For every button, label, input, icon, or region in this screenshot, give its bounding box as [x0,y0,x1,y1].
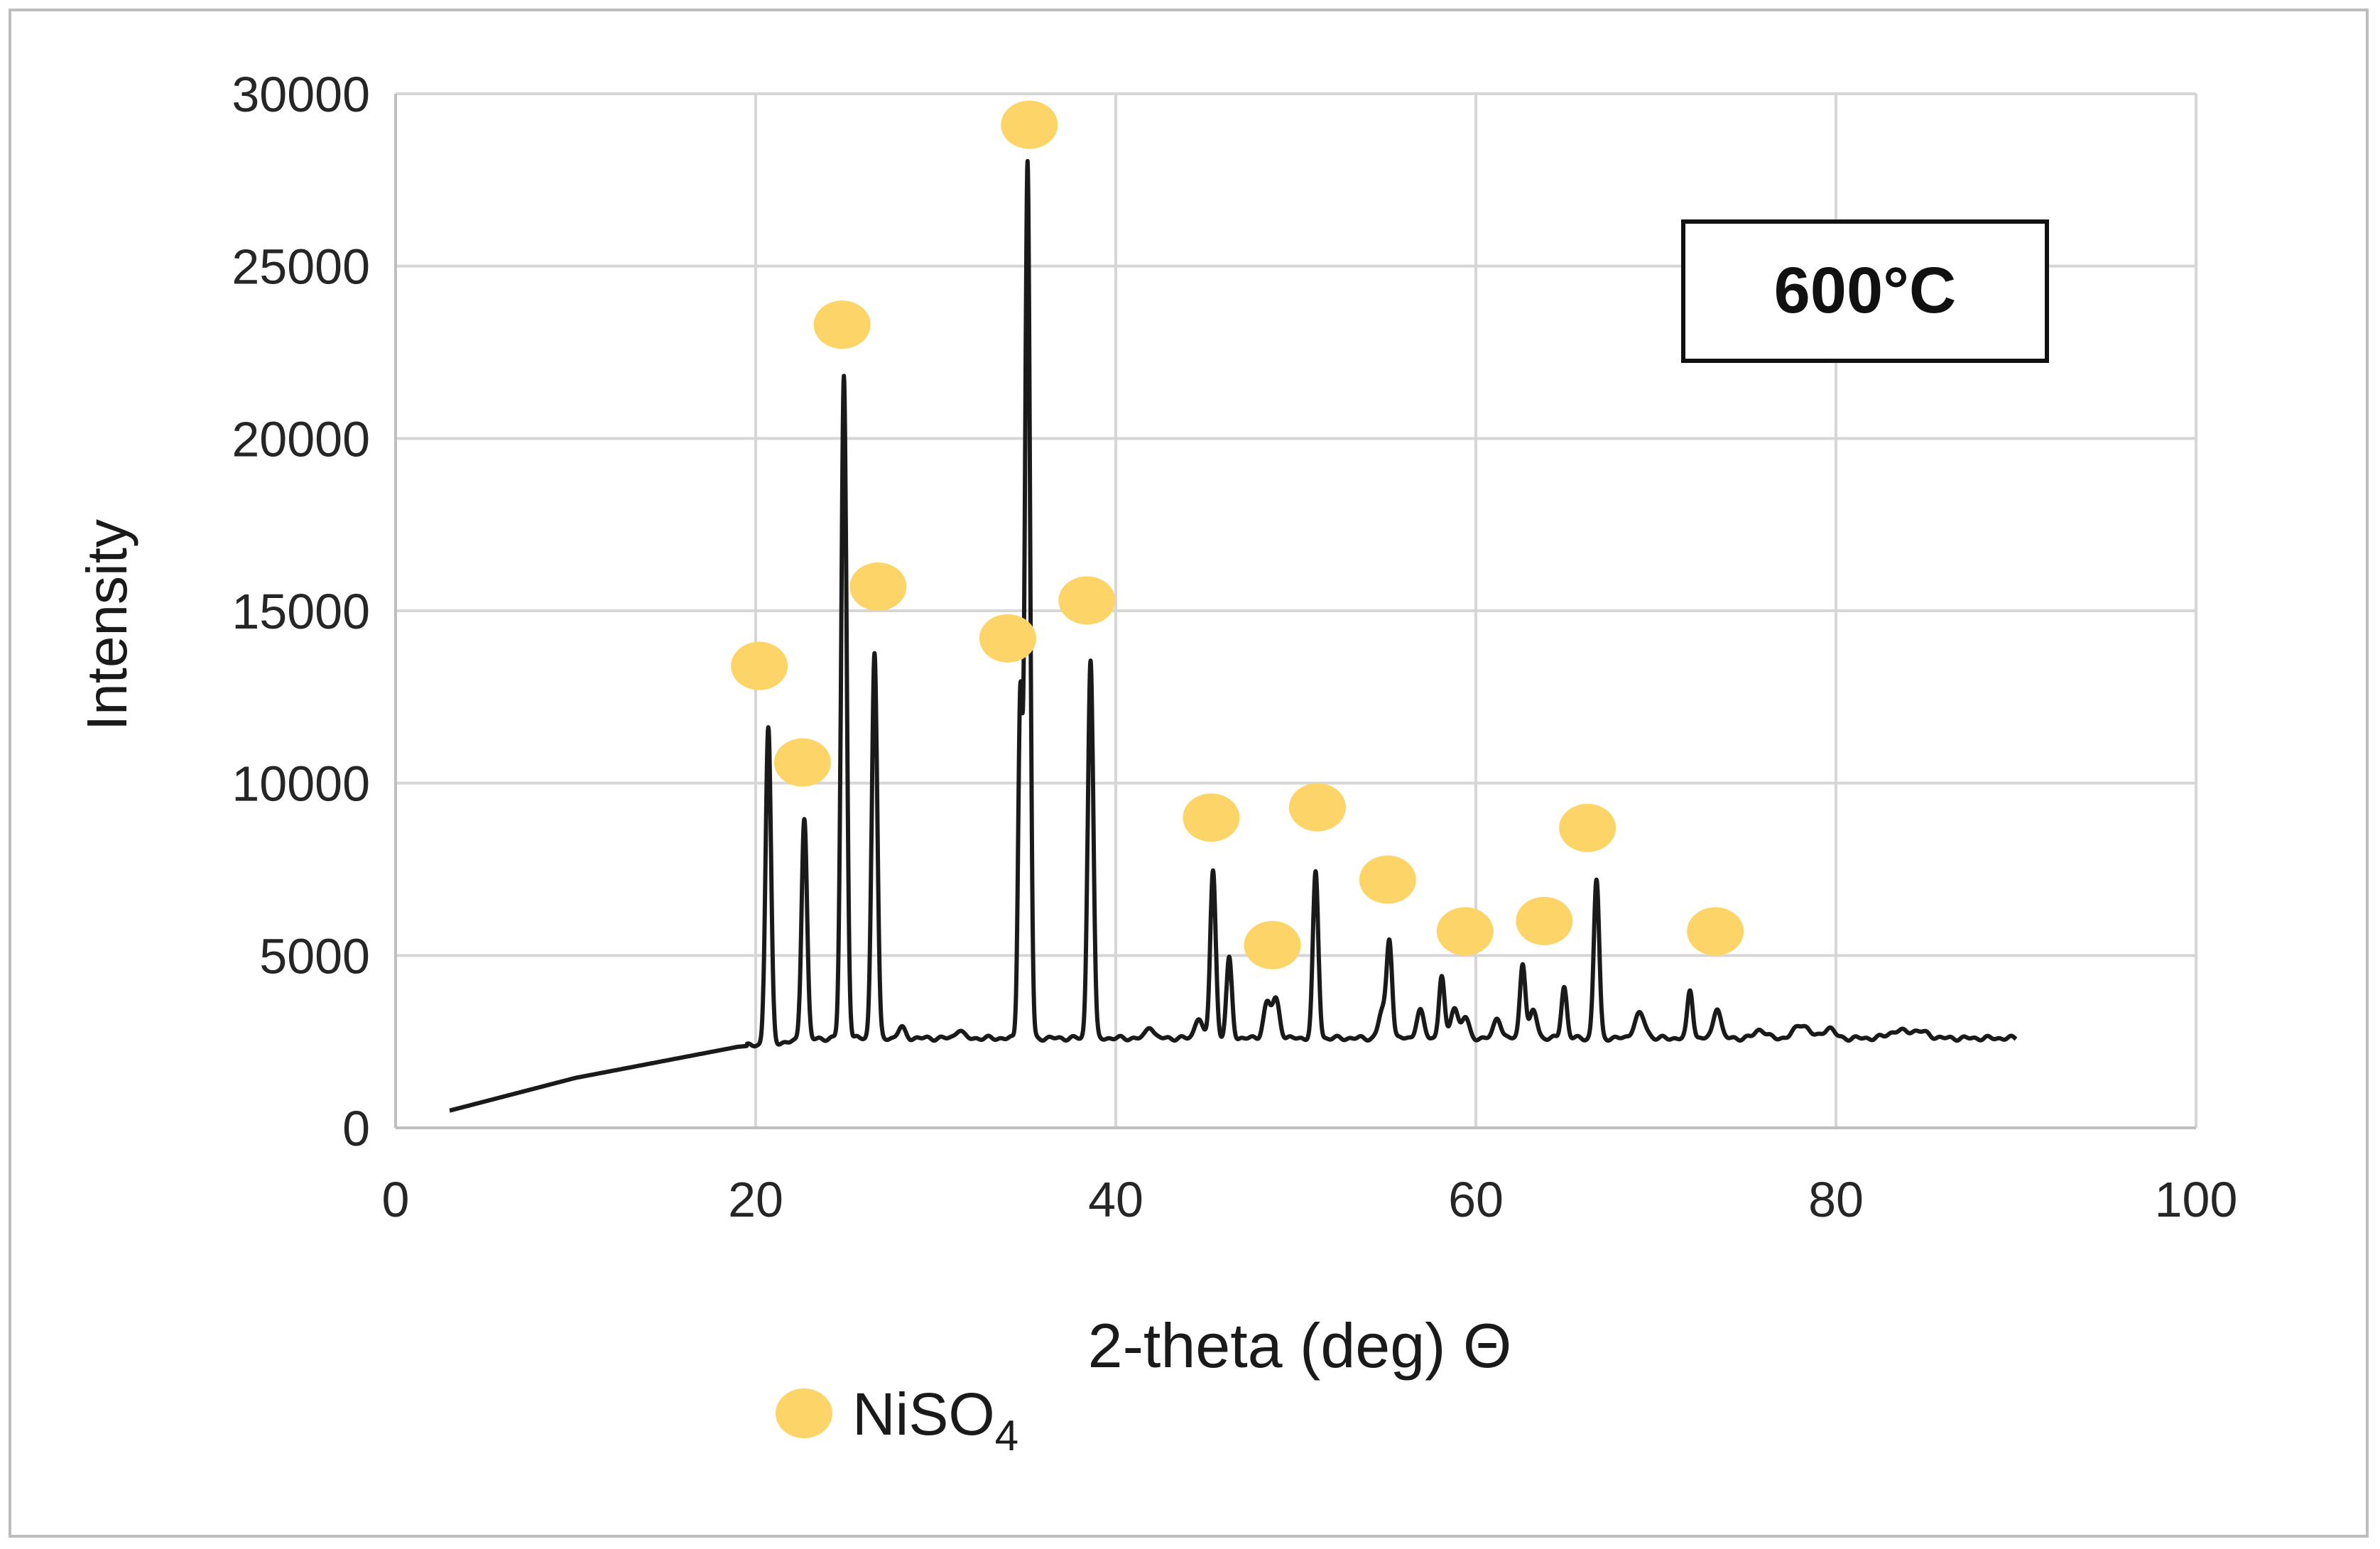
niso4-marker [773,738,831,787]
y-tick-label: 10000 [232,756,370,812]
niso4-marker [731,641,788,690]
temperature-annotation-box: 600°C [1681,219,2049,363]
y-axis-title: Intensity [75,519,138,731]
niso4-marker [849,562,907,612]
niso4-marker [1058,576,1116,625]
y-tick-label: 15000 [232,584,370,639]
niso4-marker [1001,100,1058,149]
y-tick-label: 25000 [232,239,370,295]
y-tick-label: 20000 [232,411,370,467]
niso4-marker [1359,855,1416,904]
x-tick-label: 80 [1808,1172,1864,1227]
niso4-marker [1436,907,1494,956]
legend-label-main: NiSO [852,1381,995,1447]
niso4-marker [813,300,871,349]
legend-marker [776,1388,832,1438]
x-tick-label: 100 [2155,1172,2238,1227]
niso4-marker [1516,896,1573,945]
x-tick-label: 60 [1448,1172,1504,1227]
niso4-marker [1183,793,1240,842]
annotation-text: 600°C [1774,254,1957,327]
legend: NiSO4 [776,1381,1018,1460]
x-tick-label: 40 [1088,1172,1143,1227]
intensity-series-line [447,158,2018,1113]
niso4-marker [979,614,1036,663]
y-tick-label: 0 [342,1101,370,1156]
x-tick-label: 20 [728,1172,783,1227]
annotation-border [1681,219,2049,363]
x-axis-title: 2-theta (deg) Θ [1088,1310,1512,1381]
y-tick-label: 30000 [232,67,370,122]
niso4-marker [1687,907,1744,956]
axes [394,94,2196,1129]
x-tick-labels: 0 20 40 60 80 100 [382,1172,2238,1227]
y-tick-labels: 0 5000 10000 15000 20000 25000 30000 [232,67,370,1156]
niso4-marker [1559,803,1616,852]
legend-label-subscript: 4 [995,1412,1018,1460]
x-tick-label: 0 [382,1172,410,1227]
y-tick-label: 5000 [259,928,370,984]
niso4-peak-markers [731,100,1744,969]
niso4-marker [1288,783,1346,832]
legend-label: NiSO4 [852,1381,1018,1460]
niso4-marker [1244,920,1301,969]
